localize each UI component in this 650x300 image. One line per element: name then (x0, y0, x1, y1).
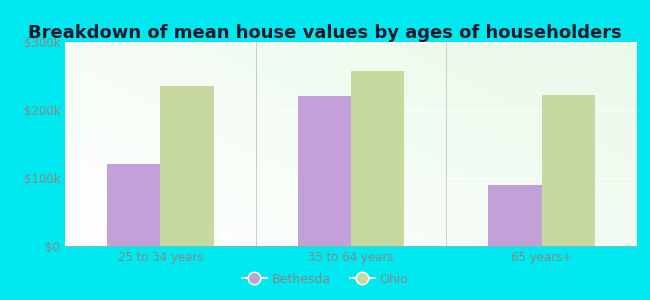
Legend: Bethesda, Ohio: Bethesda, Ohio (237, 268, 413, 291)
Bar (161, 86, 214, 246)
Bar (541, 95, 595, 246)
Bar (351, 70, 404, 246)
Bar (488, 185, 541, 246)
Bar (298, 96, 351, 246)
Text: Breakdown of mean house values by ages of householders: Breakdown of mean house values by ages o… (28, 24, 622, 42)
Bar (107, 164, 161, 246)
